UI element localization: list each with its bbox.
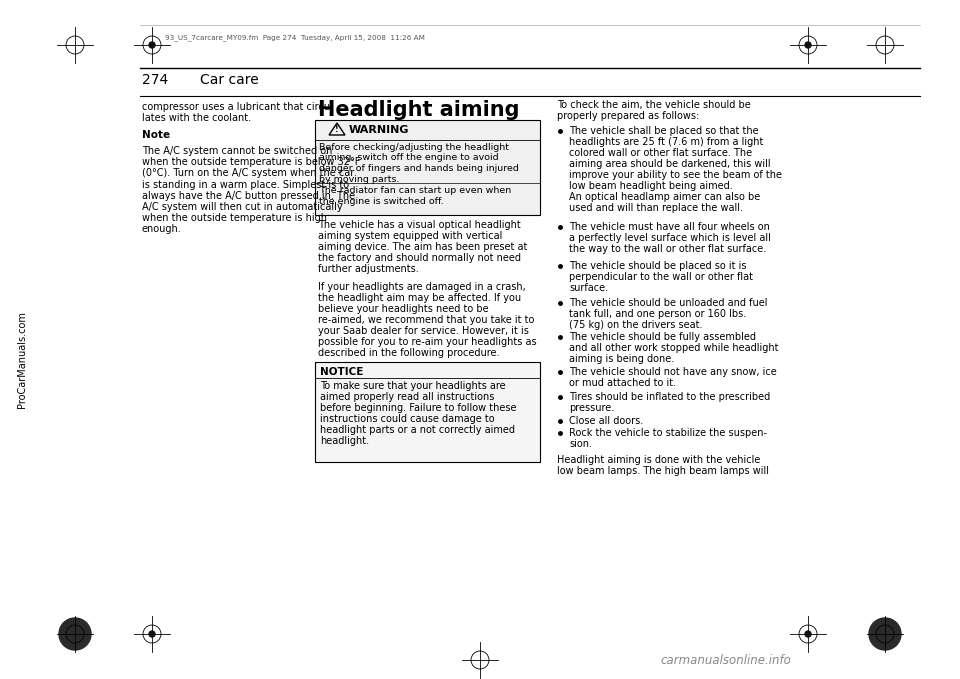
Text: the headlight aim may be affected. If you: the headlight aim may be affected. If yo… <box>318 293 521 303</box>
Circle shape <box>59 618 91 650</box>
Text: when the outside temperature is below 32°F: when the outside temperature is below 32… <box>142 158 360 167</box>
Text: tank full, and one person or 160 lbs.: tank full, and one person or 160 lbs. <box>569 309 746 319</box>
Text: The vehicle should be fully assembled: The vehicle should be fully assembled <box>569 332 756 342</box>
Text: pressure.: pressure. <box>569 403 614 413</box>
Text: Car care: Car care <box>200 73 259 87</box>
Text: Before checking/adjusting the headlight: Before checking/adjusting the headlight <box>319 143 509 152</box>
Bar <box>315 362 540 462</box>
Text: 274: 274 <box>142 73 168 87</box>
Text: The A/C system cannot be switched on: The A/C system cannot be switched on <box>142 146 332 156</box>
Text: Headlight aiming: Headlight aiming <box>318 100 519 120</box>
Text: (75 kg) on the drivers seat.: (75 kg) on the drivers seat. <box>569 320 703 330</box>
Text: !: ! <box>335 125 339 134</box>
Text: before beginning. Failure to follow these: before beginning. Failure to follow thes… <box>320 403 516 413</box>
Text: compressor uses a lubricant that circu-: compressor uses a lubricant that circu- <box>142 102 333 112</box>
Circle shape <box>149 42 155 48</box>
Text: aiming area should be darkened, this will: aiming area should be darkened, this wil… <box>569 159 771 169</box>
Circle shape <box>805 42 811 48</box>
Text: perpendicular to the wall or other flat: perpendicular to the wall or other flat <box>569 272 753 282</box>
Text: and all other work stopped while headlight: and all other work stopped while headlig… <box>569 343 779 353</box>
Text: To make sure that your headlights are: To make sure that your headlights are <box>320 381 506 391</box>
Text: The vehicle shall be placed so that the: The vehicle shall be placed so that the <box>569 126 758 136</box>
Text: sion.: sion. <box>569 439 592 449</box>
Text: improve your ability to see the beam of the: improve your ability to see the beam of … <box>569 170 782 180</box>
Text: The vehicle should be unloaded and fuel: The vehicle should be unloaded and fuel <box>569 298 767 308</box>
Text: colored wall or other flat surface. The: colored wall or other flat surface. The <box>569 148 752 158</box>
Text: when the outside temperature is high: when the outside temperature is high <box>142 213 327 223</box>
Text: enough.: enough. <box>142 224 181 234</box>
Text: Tires should be inflated to the prescribed: Tires should be inflated to the prescrib… <box>569 392 770 402</box>
Text: believe your headlights need to be: believe your headlights need to be <box>318 304 489 314</box>
Text: possible for you to re-aim your headlights as: possible for you to re-aim your headligh… <box>318 337 537 347</box>
Text: Close all doors.: Close all doors. <box>569 416 643 426</box>
Text: The vehicle should not have any snow, ice: The vehicle should not have any snow, ic… <box>569 367 777 377</box>
Text: aiming device. The aim has been preset at: aiming device. The aim has been preset a… <box>318 242 527 252</box>
Text: Rock the vehicle to stabilize the suspen-: Rock the vehicle to stabilize the suspen… <box>569 428 767 438</box>
Text: a perfectly level surface which is level all: a perfectly level surface which is level… <box>569 233 771 243</box>
Text: (0°C). Turn on the A/C system when the car: (0°C). Turn on the A/C system when the c… <box>142 168 354 179</box>
Text: is standing in a warm place. Simplest is to: is standing in a warm place. Simplest is… <box>142 180 349 189</box>
Text: or mud attached to it.: or mud attached to it. <box>569 378 676 388</box>
Text: always have the A/C button pressed in. The: always have the A/C button pressed in. T… <box>142 191 355 201</box>
Text: Headlight aiming is done with the vehicle: Headlight aiming is done with the vehicl… <box>557 455 760 465</box>
Text: headlights are 25 ft (7.6 m) from a light: headlights are 25 ft (7.6 m) from a ligh… <box>569 137 763 147</box>
Text: If your headlights are damaged in a crash,: If your headlights are damaged in a cras… <box>318 282 526 292</box>
Text: To check the aim, the vehicle should be: To check the aim, the vehicle should be <box>557 100 751 110</box>
Text: danger of fingers and hands being injured: danger of fingers and hands being injure… <box>319 164 518 173</box>
Text: The vehicle has a visual optical headlight: The vehicle has a visual optical headlig… <box>318 220 520 230</box>
Text: your Saab dealer for service. However, it is: your Saab dealer for service. However, i… <box>318 326 529 336</box>
Text: lates with the coolant.: lates with the coolant. <box>142 113 252 123</box>
Text: the factory and should normally not need: the factory and should normally not need <box>318 253 521 263</box>
Text: ProCarManuals.com: ProCarManuals.com <box>17 312 27 409</box>
Text: instructions could cause damage to: instructions could cause damage to <box>320 414 494 424</box>
Text: the engine is switched off.: the engine is switched off. <box>319 196 444 206</box>
Text: The radiator fan can start up even when: The radiator fan can start up even when <box>319 186 512 195</box>
Bar <box>315 120 540 215</box>
Text: low beam headlight being aimed.: low beam headlight being aimed. <box>569 181 732 191</box>
Text: An optical headlamp aimer can also be: An optical headlamp aimer can also be <box>569 192 760 202</box>
Text: NOTICE: NOTICE <box>320 367 364 377</box>
Text: headlight.: headlight. <box>320 436 370 446</box>
Text: The vehicle must have all four wheels on: The vehicle must have all four wheels on <box>569 222 770 232</box>
Text: aimed properly read all instructions: aimed properly read all instructions <box>320 392 494 402</box>
Text: 93_US_7carcare_MY09.fm  Page 274  Tuesday, April 15, 2008  11:26 AM: 93_US_7carcare_MY09.fm Page 274 Tuesday,… <box>165 35 425 41</box>
Text: surface.: surface. <box>569 283 608 293</box>
Text: low beam lamps. The high beam lamps will: low beam lamps. The high beam lamps will <box>557 466 769 476</box>
Text: used and will than replace the wall.: used and will than replace the wall. <box>569 203 743 213</box>
Text: properly prepared as follows:: properly prepared as follows: <box>557 111 699 121</box>
Text: Note: Note <box>142 130 170 140</box>
Text: WARNING: WARNING <box>349 125 410 135</box>
Text: The vehicle should be placed so it is: The vehicle should be placed so it is <box>569 261 747 271</box>
Text: further adjustments.: further adjustments. <box>318 264 419 274</box>
Text: aiming system equipped with vertical: aiming system equipped with vertical <box>318 231 502 241</box>
Text: the way to the wall or other flat surface.: the way to the wall or other flat surfac… <box>569 244 766 254</box>
Text: re-aimed, we recommend that you take it to: re-aimed, we recommend that you take it … <box>318 315 535 325</box>
Text: carmanualsonline.info: carmanualsonline.info <box>660 653 791 667</box>
Circle shape <box>805 631 811 637</box>
Text: aiming is being done.: aiming is being done. <box>569 354 674 364</box>
Circle shape <box>869 618 901 650</box>
Circle shape <box>149 631 155 637</box>
Text: by moving parts.: by moving parts. <box>319 175 399 183</box>
Text: A/C system will then cut in automatically: A/C system will then cut in automaticall… <box>142 202 343 212</box>
Text: headlight parts or a not correctly aimed: headlight parts or a not correctly aimed <box>320 425 515 435</box>
Text: described in the following procedure.: described in the following procedure. <box>318 348 499 358</box>
Text: aiming, switch off the engine to avoid: aiming, switch off the engine to avoid <box>319 153 498 162</box>
